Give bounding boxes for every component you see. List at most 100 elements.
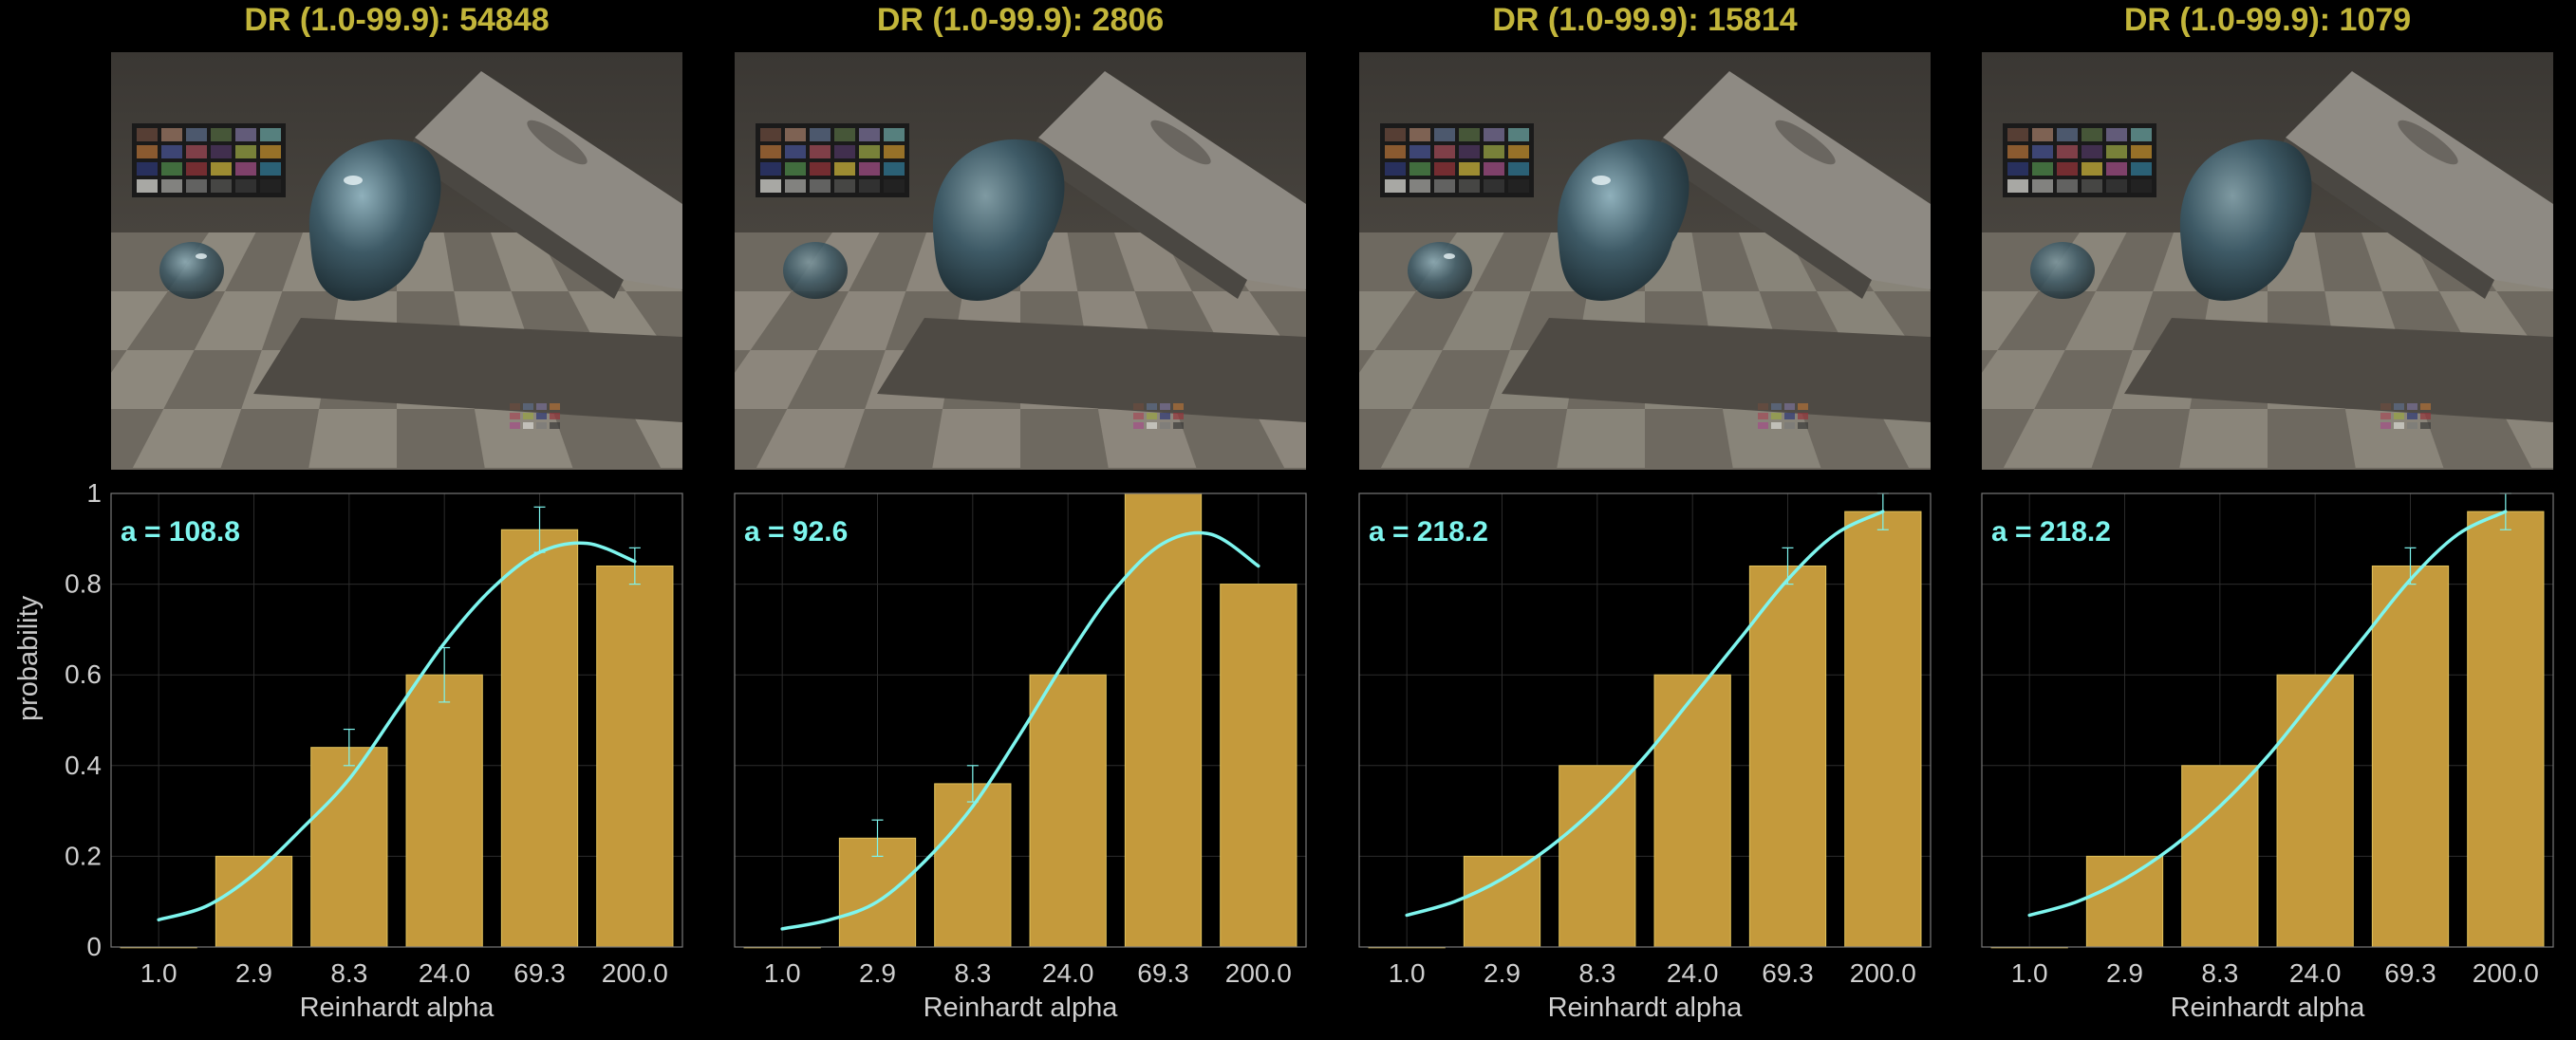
color-patch <box>2131 128 2152 141</box>
color-patch <box>1784 413 1795 419</box>
y-tick-label: 1 <box>86 478 102 508</box>
x-tick-label: 1.0 <box>140 958 177 988</box>
bar-8.3 <box>2181 765 2259 948</box>
color-patch <box>161 162 182 176</box>
color-patch <box>211 145 232 158</box>
x-tick-label: 8.3 <box>2201 958 2238 988</box>
floor-tile <box>817 291 906 350</box>
color-patch <box>2394 413 2404 419</box>
floor-tile <box>2500 409 2553 468</box>
color-patch <box>2032 162 2053 176</box>
color-patch <box>1434 128 1455 141</box>
color-patch <box>137 145 158 158</box>
axes-box <box>1358 492 1932 948</box>
color-patch <box>834 162 855 176</box>
x-tick-label: 1.0 <box>1389 958 1426 988</box>
color-patch <box>884 145 905 158</box>
x-tick-label: 69.3 <box>1137 958 1189 988</box>
color-patch <box>859 128 880 141</box>
floor-tile <box>1877 409 1931 468</box>
color-patch <box>2420 403 2431 410</box>
x-axis-title: Reinhardt alpha <box>2171 993 2366 1023</box>
color-patch <box>2106 162 2127 176</box>
floor-tile <box>474 409 573 468</box>
color-patch <box>2057 145 2078 158</box>
x-tick-label: 2.9 <box>1484 958 1521 988</box>
color-patch <box>2081 179 2102 193</box>
x-tick-label: 2.9 <box>2106 958 2143 988</box>
x-tick-label: 200.0 <box>602 958 668 988</box>
color-patch <box>834 128 855 141</box>
color-patch <box>235 179 256 193</box>
floor-tile <box>132 409 242 468</box>
color-patch <box>1459 162 1480 176</box>
bar-69.3 <box>500 529 579 948</box>
axes-box <box>110 492 683 948</box>
small-blob <box>783 242 848 299</box>
color-patch <box>536 413 547 419</box>
floor-tile <box>111 291 168 350</box>
panel-4: DR (1.0-99.9): 1079 a = 218.2 1.0 2.9 8.3 24… <box>1981 0 2554 1038</box>
floor-tile <box>2179 409 2268 468</box>
color-patch <box>810 128 831 141</box>
color-patch <box>810 162 831 176</box>
color-patch <box>1147 403 1157 410</box>
probability-chart: a = 218.2 1.0 2.9 8.3 24.0 69.3 200.0 Reinhardt… <box>1358 492 1932 1023</box>
color-patch <box>1798 403 1808 410</box>
x-tick-label: 69.3 <box>1762 958 1814 988</box>
color-patch <box>137 128 158 141</box>
x-tick-label: 2.9 <box>859 958 896 988</box>
color-patch <box>1758 413 1768 419</box>
color-patch <box>2420 413 2431 419</box>
color-patch <box>186 162 207 176</box>
x-tick-label: 2.9 <box>235 958 272 988</box>
color-patch <box>1484 128 1504 141</box>
color-patch <box>235 162 256 176</box>
x-axis-title: Reinhardt alpha <box>300 993 495 1023</box>
y-tick-label: 0 <box>86 932 102 961</box>
bar-8.3 <box>1559 765 1636 948</box>
color-patch <box>1133 422 1144 429</box>
color-patch <box>2106 145 2127 158</box>
color-patch <box>2106 128 2127 141</box>
bar-2.9 <box>215 855 293 948</box>
floor-tile <box>1982 291 2039 350</box>
fit-curve <box>157 541 637 922</box>
color-patch <box>2007 162 2028 176</box>
color-patch <box>2032 145 2053 158</box>
floor-tile <box>2361 232 2439 291</box>
bar-200.0 <box>1844 511 1922 948</box>
color-patch <box>1173 413 1184 419</box>
probability-chart: a = 92.6 1.0 2.9 8.3 24.0 69.3 200.0 Reinhardt … <box>734 492 1307 1023</box>
fit-parameter-annotation: a = 92.6 <box>744 516 848 548</box>
panel-3: DR (1.0-99.9): 15814 a = 218.2 1.0 2.9 8.3 2… <box>1358 0 1932 1038</box>
bar-69.3 <box>1124 492 1203 948</box>
color-patch <box>1385 162 1406 176</box>
glossy-blob <box>2179 139 2312 301</box>
small-blob <box>2030 242 2095 299</box>
color-patch <box>1771 422 1782 429</box>
axes-box <box>1981 492 2554 948</box>
fit-curve <box>1405 510 1885 918</box>
color-patch <box>2057 128 2078 141</box>
bar-2.9 <box>1463 855 1541 948</box>
color-patch <box>760 179 781 193</box>
x-tick-label: 69.3 <box>513 958 566 988</box>
color-patch <box>1173 422 1184 429</box>
floor-tile <box>1442 291 1531 350</box>
color-patch <box>760 128 781 141</box>
slab-slot <box>527 120 588 165</box>
color-patch <box>1798 422 1808 429</box>
color-patch <box>523 422 533 429</box>
color-patch <box>536 422 547 429</box>
color-patch <box>1784 422 1795 429</box>
platform <box>253 318 682 422</box>
color-patch <box>1147 413 1157 419</box>
color-patch <box>884 179 905 193</box>
color-patch <box>1409 162 1430 176</box>
glossy-blob <box>932 139 1065 301</box>
floor-tile <box>111 350 195 409</box>
color-patch <box>1798 413 1808 419</box>
color-patch <box>2081 145 2102 158</box>
floor-tile <box>1722 409 1821 468</box>
